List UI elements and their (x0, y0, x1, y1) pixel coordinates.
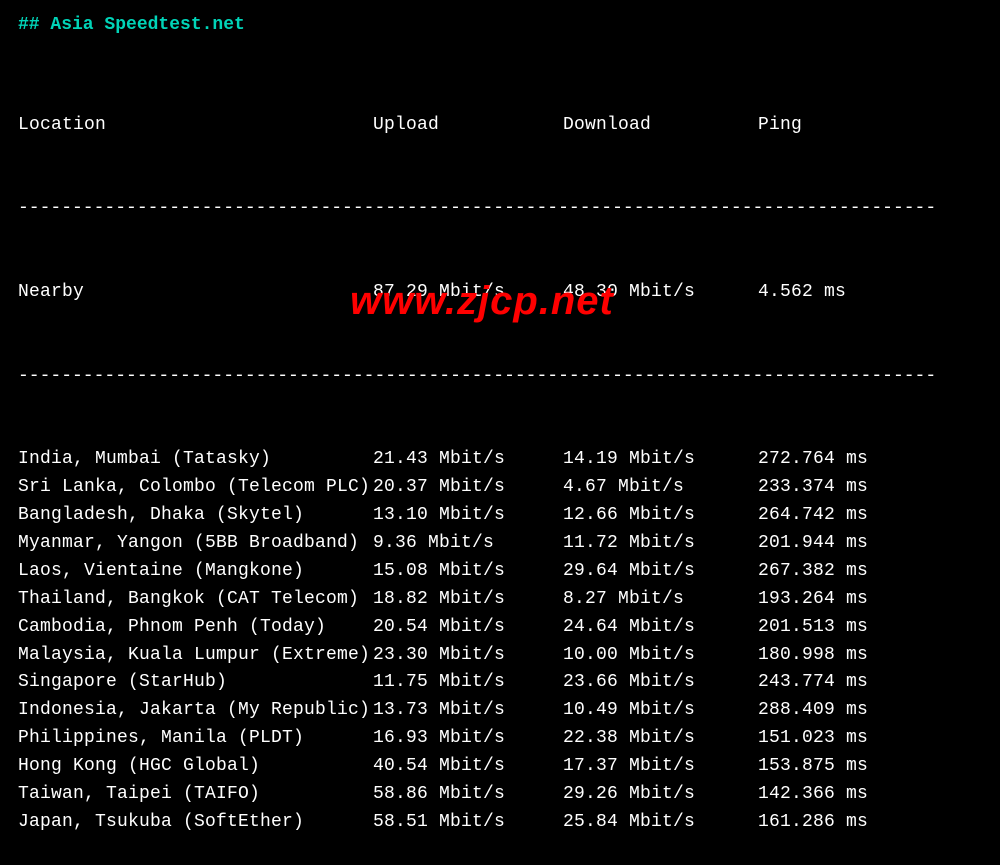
table-row: Philippines, Manila (PLDT)16.93 Mbit/s22… (18, 725, 982, 753)
nearby-upload: 87.29 Mbit/s (373, 279, 563, 307)
table-row: Taiwan, Taipei (TAIFO)58.86 Mbit/s29.26 … (18, 781, 982, 809)
cell-ping: 161.286 ms (758, 809, 982, 837)
section-title: ## Asia Speedtest.net (18, 12, 982, 40)
cell-download: 22.38 Mbit/s (563, 725, 758, 753)
nearby-ping: 4.562 ms (758, 279, 982, 307)
table-row: Cambodia, Phnom Penh (Today)20.54 Mbit/s… (18, 614, 982, 642)
cell-download: 4.67 Mbit/s (563, 474, 758, 502)
cell-location: Thailand, Bangkok (CAT Telecom) (18, 586, 373, 614)
cell-download: 12.66 Mbit/s (563, 502, 758, 530)
table-header: Location Upload Download Ping (18, 112, 982, 140)
cell-download: 8.27 Mbit/s (563, 586, 758, 614)
cell-location: Malaysia, Kuala Lumpur (Extreme) (18, 642, 373, 670)
table-row: Japan, Tsukuba (SoftEther)58.51 Mbit/s25… (18, 809, 982, 837)
cell-upload: 13.10 Mbit/s (373, 502, 563, 530)
table-row: Sri Lanka, Colombo (Telecom PLC)20.37 Mb… (18, 474, 982, 502)
cell-upload: 15.08 Mbit/s (373, 558, 563, 586)
divider: ----------------------------------------… (18, 195, 982, 223)
cell-upload: 13.73 Mbit/s (373, 697, 563, 725)
cell-download: 17.37 Mbit/s (563, 753, 758, 781)
cell-ping: 233.374 ms (758, 474, 982, 502)
nearby-download: 48.30 Mbit/s (563, 279, 758, 307)
cell-download: 29.26 Mbit/s (563, 781, 758, 809)
cell-location: Laos, Vientaine (Mangkone) (18, 558, 373, 586)
cell-ping: 151.023 ms (758, 725, 982, 753)
table-row: Malaysia, Kuala Lumpur (Extreme)23.30 Mb… (18, 642, 982, 670)
cell-location: Myanmar, Yangon (5BB Broadband) (18, 530, 373, 558)
cell-location: Japan, Tsukuba (SoftEther) (18, 809, 373, 837)
cell-location: Indonesia, Jakarta (My Republic) (18, 697, 373, 725)
header-upload: Upload (373, 112, 563, 140)
cell-ping: 243.774 ms (758, 669, 982, 697)
cell-download: 10.49 Mbit/s (563, 697, 758, 725)
cell-ping: 193.264 ms (758, 586, 982, 614)
cell-upload: 20.54 Mbit/s (373, 614, 563, 642)
cell-location: Philippines, Manila (PLDT) (18, 725, 373, 753)
cell-download: 24.64 Mbit/s (563, 614, 758, 642)
nearby-row: Nearby 87.29 Mbit/s 48.30 Mbit/s 4.562 m… (18, 279, 982, 307)
cell-ping: 272.764 ms (758, 446, 982, 474)
cell-ping: 180.998 ms (758, 642, 982, 670)
cell-download: 25.84 Mbit/s (563, 809, 758, 837)
table-row: Singapore (StarHub)11.75 Mbit/s23.66 Mbi… (18, 669, 982, 697)
cell-location: Taiwan, Taipei (TAIFO) (18, 781, 373, 809)
cell-location: Bangladesh, Dhaka (Skytel) (18, 502, 373, 530)
cell-ping: 142.366 ms (758, 781, 982, 809)
cell-upload: 58.86 Mbit/s (373, 781, 563, 809)
cell-location: India, Mumbai (Tatasky) (18, 446, 373, 474)
divider: ----------------------------------------… (18, 363, 982, 391)
table-row: Indonesia, Jakarta (My Republic)13.73 Mb… (18, 697, 982, 725)
cell-upload: 18.82 Mbit/s (373, 586, 563, 614)
cell-upload: 21.43 Mbit/s (373, 446, 563, 474)
cell-download: 14.19 Mbit/s (563, 446, 758, 474)
cell-location: Hong Kong (HGC Global) (18, 753, 373, 781)
cell-upload: 40.54 Mbit/s (373, 753, 563, 781)
cell-download: 23.66 Mbit/s (563, 669, 758, 697)
cell-download: 10.00 Mbit/s (563, 642, 758, 670)
header-location: Location (18, 112, 373, 140)
cell-download: 29.64 Mbit/s (563, 558, 758, 586)
cell-ping: 264.742 ms (758, 502, 982, 530)
cell-ping: 267.382 ms (758, 558, 982, 586)
cell-ping: 153.875 ms (758, 753, 982, 781)
cell-upload: 20.37 Mbit/s (373, 474, 563, 502)
table-row: India, Mumbai (Tatasky)21.43 Mbit/s14.19… (18, 446, 982, 474)
cell-download: 11.72 Mbit/s (563, 530, 758, 558)
table-row: Thailand, Bangkok (CAT Telecom)18.82 Mbi… (18, 586, 982, 614)
cell-location: Sri Lanka, Colombo (Telecom PLC) (18, 474, 373, 502)
table-row: Hong Kong (HGC Global)40.54 Mbit/s17.37 … (18, 753, 982, 781)
cell-upload: 16.93 Mbit/s (373, 725, 563, 753)
cell-upload: 9.36 Mbit/s (373, 530, 563, 558)
table-row: Laos, Vientaine (Mangkone)15.08 Mbit/s29… (18, 558, 982, 586)
nearby-location: Nearby (18, 279, 373, 307)
cell-ping: 201.513 ms (758, 614, 982, 642)
table-row: Bangladesh, Dhaka (Skytel)13.10 Mbit/s12… (18, 502, 982, 530)
cell-ping: 288.409 ms (758, 697, 982, 725)
cell-location: Cambodia, Phnom Penh (Today) (18, 614, 373, 642)
table-row: Myanmar, Yangon (5BB Broadband)9.36 Mbit… (18, 530, 982, 558)
cell-upload: 23.30 Mbit/s (373, 642, 563, 670)
cell-location: Singapore (StarHub) (18, 669, 373, 697)
cell-upload: 11.75 Mbit/s (373, 669, 563, 697)
cell-upload: 58.51 Mbit/s (373, 809, 563, 837)
header-ping: Ping (758, 112, 982, 140)
header-download: Download (563, 112, 758, 140)
cell-ping: 201.944 ms (758, 530, 982, 558)
speedtest-table: Location Upload Download Ping ----------… (18, 56, 982, 865)
